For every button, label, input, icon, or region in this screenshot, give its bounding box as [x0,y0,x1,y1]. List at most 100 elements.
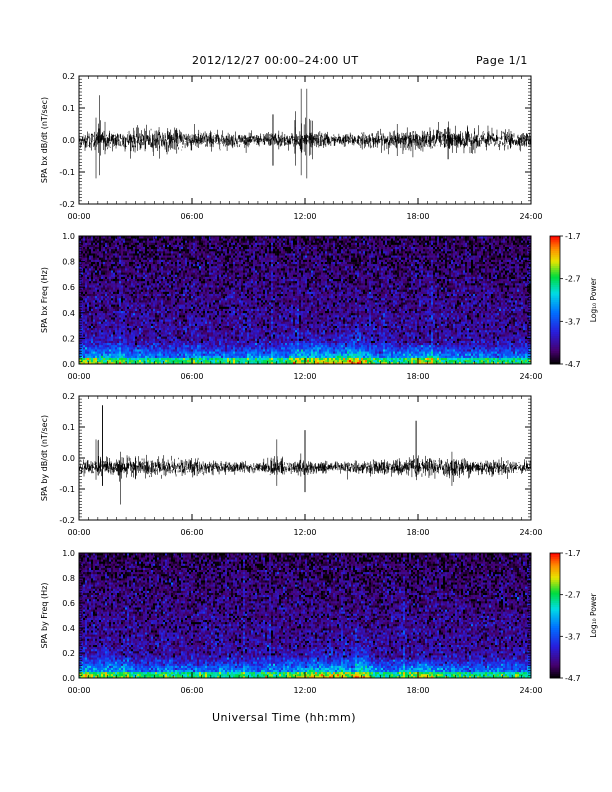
spectrogram-cell [145,319,147,321]
spectrogram-cell [153,268,155,270]
spectrogram-cell [159,309,161,311]
spectrogram-cell [125,249,127,251]
spectrogram-cell [177,360,179,362]
spectrogram-cell [147,270,149,272]
spectrogram-cell [109,296,111,298]
spectrogram-cell [163,249,165,251]
spectrogram-cell [179,279,181,281]
spectrogram-cell [149,330,151,332]
spectrogram-cell [167,251,169,253]
spectrogram-cell [125,264,127,266]
spectrogram-cell [107,257,109,259]
spectrogram-cell [143,289,145,291]
spectrogram-cell [127,242,129,244]
spectrogram-cell [139,326,141,328]
spectrogram-cell [127,349,129,351]
spectrogram-cell [137,332,139,334]
spectrogram-cell [81,300,83,302]
spectrogram-cell [169,332,171,334]
spectrogram-cell [87,311,89,313]
spectrogram-cell [153,309,155,311]
spectrogram-cell [139,262,141,264]
spectrogram-cell [163,289,165,291]
spectrogram-cell [85,296,87,298]
spectrogram-cell [129,311,131,313]
spectrogram-cell [121,257,123,259]
spectrogram-cell [175,268,177,270]
spectrogram-cell [147,281,149,283]
spectrogram-cell [117,334,119,336]
spectrogram-cell [115,266,117,268]
spectrogram-cell [91,330,93,332]
spectrogram-cell [151,272,153,274]
spectrogram-cell [169,315,171,317]
spectrogram-cell [105,334,107,336]
spectrogram-cell [99,330,101,332]
spectrogram-cell [105,328,107,330]
spectrogram-cell [139,360,141,362]
spectrogram-cell [109,268,111,270]
spectrogram-cell [99,298,101,300]
spectrogram-cell [181,291,183,293]
spectrogram-cell [151,259,153,261]
spectrogram-cell [173,279,175,281]
spectrogram-cell [173,283,175,285]
spectrogram-cell [163,304,165,306]
spectrogram-cell [93,334,95,336]
spectrogram-cell [119,242,121,244]
spectrogram-cell [157,306,159,308]
spectrogram-cell [127,338,129,340]
spectrogram-cell [137,341,139,343]
spectrogram-cell [127,291,129,293]
spectrogram-cell [135,323,137,325]
spectrogram-cell [97,330,99,332]
spectrogram-cell [101,281,103,283]
spectrogram-cell [143,253,145,255]
spectrogram-cell [141,302,143,304]
spectrogram-cell [181,277,183,279]
spectrogram-cell [145,242,147,244]
spectrogram-cell [85,343,87,345]
spectrogram-cell [167,338,169,340]
spectrogram-cell [157,326,159,328]
spectrogram-cell [151,353,153,355]
spectrogram-cell [85,330,87,332]
spectrogram-cell [181,328,183,330]
spectrogram-cell [163,251,165,253]
spectrogram-cell [133,259,135,261]
spectrogram-cell [153,315,155,317]
spectrogram-cell [85,247,87,249]
spectrogram-cell [153,323,155,325]
spectrogram-cell [83,332,85,334]
spectrogram-cell [129,264,131,266]
spectrogram-cell [103,334,105,336]
spectrogram-cell [163,317,165,319]
spectrogram-cell [129,328,131,330]
spectrogram-cell [103,245,105,247]
spectrogram-cell [151,351,153,353]
spectrogram-cell [87,326,89,328]
spectrogram-cell [133,240,135,242]
spectrogram-cell [145,306,147,308]
spectrogram-cell [167,300,169,302]
spectrogram-cell [121,319,123,321]
spectrogram-cell [153,328,155,330]
spectrogram-cell [149,259,151,261]
spectrogram-cell [121,270,123,272]
spectrogram-cell [101,291,103,293]
spectrogram-cell [119,351,121,353]
spectrogram-cell [111,306,113,308]
spectrogram-cell [95,268,97,270]
spectrogram-cell [145,345,147,347]
spectrogram-cell [123,274,125,276]
spectrogram-cell [101,242,103,244]
spectrogram-cell [125,309,127,311]
spectrogram-cell [159,268,161,270]
spectrogram-cell [173,313,175,315]
spectrogram-cell [153,287,155,289]
spectrogram-cell [173,291,175,293]
spectrogram-cell [145,360,147,362]
spectrogram-cell [85,283,87,285]
spectrogram-cell [171,240,173,242]
spectrogram-cell [155,319,157,321]
